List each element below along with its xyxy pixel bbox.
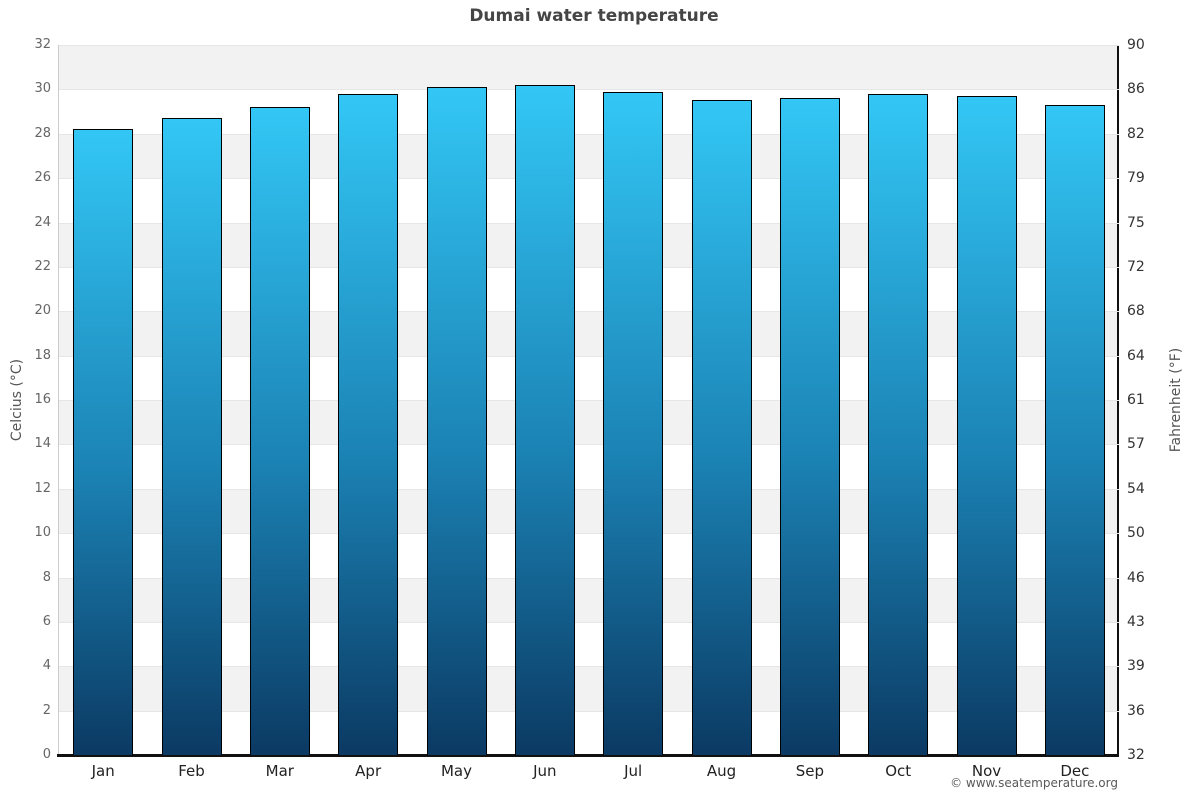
y-tick-label-fahrenheit: 86: [1127, 81, 1145, 98]
y-axis-title-fahrenheit: Fahrenheit (°F): [1168, 347, 1184, 453]
grid-band: [59, 400, 1119, 445]
bar-dec[interactable]: [1044, 104, 1105, 755]
x-tick-label-jun: Jun: [533, 762, 557, 780]
y-tick-label-fahrenheit: 72: [1127, 258, 1145, 275]
gridline: [59, 133, 1119, 135]
y-tick-label-fahrenheit: 32: [1127, 747, 1145, 763]
gridline: [59, 533, 1119, 535]
bar-jan[interactable]: [73, 129, 134, 755]
y-tick-label-celsius: 14: [34, 436, 51, 452]
x-tick-label-oct: Oct: [885, 762, 912, 780]
gridline: [59, 311, 1119, 313]
y-tick-label-celsius: 20: [34, 303, 51, 319]
bar-oct[interactable]: [868, 93, 929, 755]
y-tick-label-fahrenheit: 75: [1127, 214, 1145, 231]
y-tick-label-fahrenheit: 90: [1127, 37, 1145, 53]
grid-band: [59, 488, 1119, 534]
gridline: [59, 666, 1119, 668]
y-tick-label-fahrenheit: 64: [1127, 347, 1145, 364]
y-tick-label-celsius: 28: [34, 125, 51, 141]
bar-nov[interactable]: [956, 96, 1017, 755]
grid-band: [59, 710, 1119, 755]
grid-band: [59, 178, 1119, 223]
x-tick-label-may: May: [440, 762, 472, 780]
y-tick-label-fahrenheit: 79: [1127, 170, 1145, 187]
y-tick-label-celsius: 6: [42, 613, 51, 629]
y-tick-label-celsius: 2: [42, 702, 51, 718]
y-tick-label-celsius: 32: [34, 37, 51, 52]
y-tick-label-fahrenheit: 46: [1127, 569, 1145, 586]
y-tick-label-celsius: 18: [34, 347, 51, 363]
gridline: [59, 400, 1119, 401]
y-tick-label-celsius: 10: [34, 525, 51, 541]
grid-band: [59, 133, 1119, 179]
y-tick-label-celsius: 0: [42, 747, 51, 762]
y-tick-label-celsius: 12: [34, 480, 51, 496]
y-tick-label-celsius: 26: [34, 170, 51, 186]
y-tick-label-celsius: 30: [34, 81, 51, 97]
gridline: [59, 444, 1119, 446]
gridline: [59, 222, 1119, 224]
x-tick-label-jan: Jan: [91, 762, 115, 780]
x-tick-label-apr: Apr: [355, 762, 382, 780]
grid-band: [59, 533, 1119, 578]
y-axis-line-left: [58, 45, 59, 755]
grid-band: [59, 666, 1119, 711]
x-tick-label-feb: Feb: [178, 762, 205, 780]
y-tick-label-fahrenheit: 54: [1127, 480, 1145, 497]
x-tick-label-jul: Jul: [624, 762, 643, 780]
y-tick-label-fahrenheit: 50: [1127, 525, 1145, 542]
plot-area: [57, 45, 1119, 757]
y-tick-label-celsius: 4: [42, 658, 51, 674]
grid-band: [59, 89, 1119, 134]
y-tick-label-fahrenheit: 43: [1127, 613, 1145, 630]
grid-band: [59, 45, 1119, 90]
grid-band: [59, 577, 1119, 622]
gridline: [59, 488, 1119, 490]
grid-band: [59, 621, 1119, 667]
y-tick-label-fahrenheit: 82: [1127, 125, 1145, 142]
y-tick-label-fahrenheit: 68: [1127, 303, 1145, 320]
x-tick-label-dec: Dec: [1060, 762, 1090, 780]
x-tick-label-nov: Nov: [971, 762, 1002, 780]
y-axis-title-celsius: Celcius (°C): [9, 358, 25, 442]
gridline: [59, 710, 1119, 712]
grid-band: [59, 266, 1119, 312]
y-tick-label-celsius: 16: [34, 392, 51, 407]
y-tick-label-fahrenheit: 57: [1127, 436, 1145, 453]
grid-band: [59, 311, 1119, 356]
grid-band: [59, 444, 1119, 489]
chart-title: Dumai water temperature: [469, 6, 719, 26]
bar-feb[interactable]: [161, 118, 222, 755]
y-tick-label-fahrenheit: 36: [1127, 702, 1145, 719]
gridline: [59, 178, 1119, 180]
gridline: [59, 89, 1119, 91]
gridline: [59, 621, 1119, 623]
gridline: [59, 355, 1119, 357]
bar-mar[interactable]: [249, 107, 310, 755]
y-tick-label-celsius: 8: [42, 569, 51, 585]
bar-sep[interactable]: [779, 98, 840, 755]
gridline: [59, 45, 1119, 46]
bar-apr[interactable]: [338, 93, 399, 755]
bar-may[interactable]: [426, 87, 487, 755]
bar-jul[interactable]: [603, 91, 664, 755]
copyright-link[interactable]: © www.seatemperature.org: [950, 776, 1118, 790]
grid-band: [59, 222, 1119, 267]
y-tick-label-fahrenheit: 39: [1127, 658, 1145, 675]
x-axis-line: [57, 754, 1119, 757]
grid-band: [59, 355, 1119, 400]
x-tick-label-aug: Aug: [706, 762, 737, 780]
gridline: [59, 577, 1119, 579]
x-tick-label-mar: Mar: [265, 762, 294, 780]
x-tick-label-sep: Sep: [795, 762, 824, 780]
y-tick-label-celsius: 24: [34, 214, 51, 230]
y-tick-label-celsius: 22: [34, 258, 51, 274]
gridline: [59, 266, 1119, 268]
y-tick-label-fahrenheit: 61: [1127, 392, 1145, 408]
bar-aug[interactable]: [691, 100, 752, 755]
bar-jun[interactable]: [514, 84, 575, 755]
